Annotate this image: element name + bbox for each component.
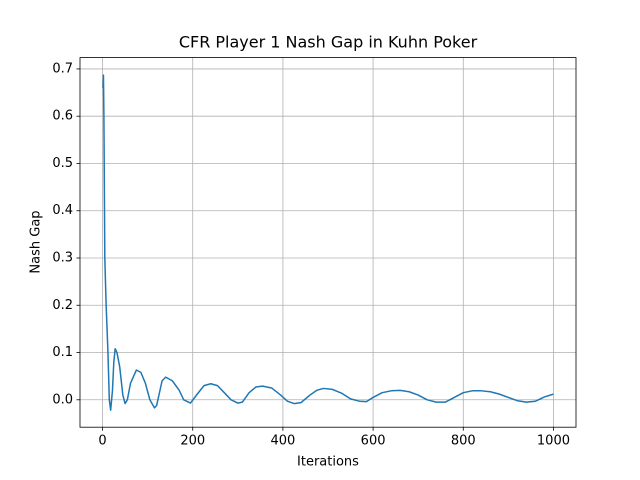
data-line — [102, 74, 554, 411]
x-tick-label: 800 — [451, 434, 476, 449]
y-tick-label: 0.3 — [52, 250, 73, 265]
ticks: 0 200 400 600 800 1000 0.0 0.1 0.2 0.3 0.4 0.5 0.6 0.… — [52, 61, 570, 448]
y-tick-label: 0.0 — [52, 392, 73, 407]
x-tick-label: 600 — [361, 434, 386, 449]
x-tick-label: 200 — [180, 434, 205, 449]
y-tick-label: 0.7 — [52, 61, 73, 76]
y-axis-label: Nash Gap — [29, 210, 44, 273]
axes-frame — [79, 57, 577, 428]
x-axis-label: Iterations — [297, 455, 359, 470]
chart-title: CFR Player 1 Nash Gap in Kuhn Poker — [179, 33, 478, 52]
x-tick-label: 400 — [270, 434, 295, 449]
plot — [102, 74, 554, 411]
y-tick-label: 0.5 — [52, 156, 73, 171]
x-tick-label: 0 — [98, 434, 106, 449]
y-tick-label: 0.6 — [52, 109, 73, 124]
y-tick-label: 0.4 — [52, 203, 73, 218]
grid — [80, 57, 576, 428]
y-tick-label: 0.2 — [52, 298, 73, 313]
y-tick-label: 0.1 — [52, 345, 73, 360]
x-tick-label: 1000 — [537, 434, 570, 449]
